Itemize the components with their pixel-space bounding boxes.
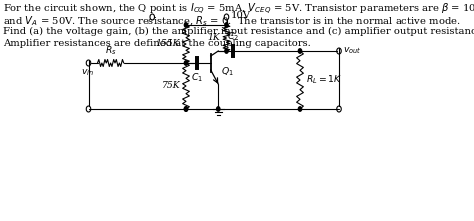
Circle shape bbox=[184, 107, 188, 111]
Circle shape bbox=[184, 23, 188, 27]
Circle shape bbox=[298, 49, 301, 53]
Text: For the circuit shown, the Q point is $I_{CQ}$ = 5mA, $V_{CEQ}$ = 5V. Transistor: For the circuit shown, the Q point is $I… bbox=[3, 2, 474, 17]
Text: $Q_1$: $Q_1$ bbox=[220, 66, 233, 78]
Text: and $V_A$ = 50V. The source resistance, $R_s$ = 0.  The transistor is in the nor: and $V_A$ = 50V. The source resistance, … bbox=[3, 15, 461, 28]
Text: $v_{in}$: $v_{in}$ bbox=[81, 68, 94, 78]
Circle shape bbox=[184, 107, 188, 111]
Text: $R_s$: $R_s$ bbox=[105, 44, 117, 57]
Text: $R_L = 1K$: $R_L = 1K$ bbox=[306, 74, 342, 86]
Text: 1K: 1K bbox=[208, 34, 220, 42]
Circle shape bbox=[225, 49, 228, 53]
Text: 155K: 155K bbox=[155, 40, 180, 48]
Text: 10V: 10V bbox=[230, 11, 250, 21]
Text: $C_1$: $C_1$ bbox=[191, 71, 203, 84]
Circle shape bbox=[217, 107, 220, 111]
Text: Amplifier resistances are defined at the coupling capacitors.: Amplifier resistances are defined at the… bbox=[3, 40, 311, 48]
Text: 75K: 75K bbox=[161, 82, 180, 91]
Text: Find (a) the voltage gain, (b) the amplifier input resistance and (c) amplifier : Find (a) the voltage gain, (b) the ampli… bbox=[3, 27, 474, 36]
Text: $C_2$: $C_2$ bbox=[227, 30, 239, 43]
Text: $v_{out}$: $v_{out}$ bbox=[343, 46, 361, 56]
Circle shape bbox=[184, 61, 188, 65]
Circle shape bbox=[298, 107, 301, 111]
Circle shape bbox=[225, 23, 228, 27]
